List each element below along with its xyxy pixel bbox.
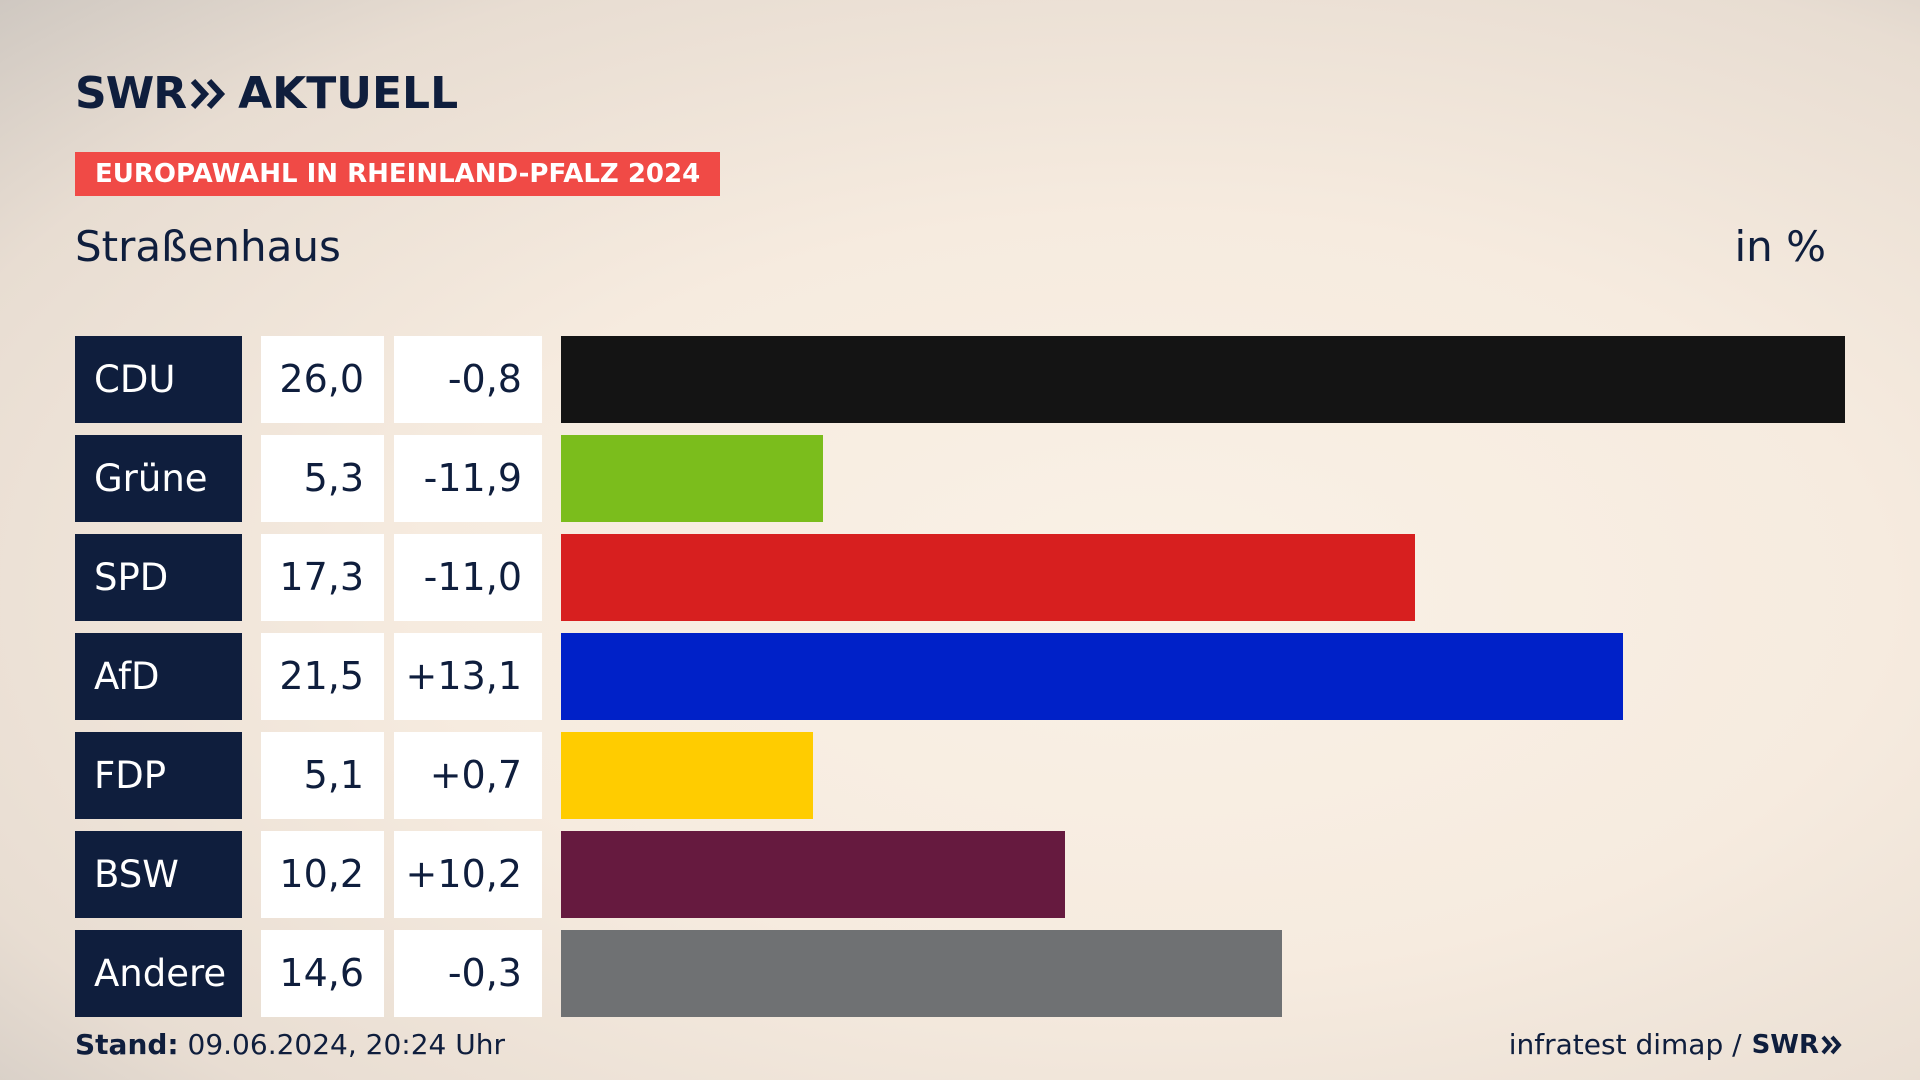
- bar-afd: [561, 633, 1623, 720]
- result-row: CDU 26,0 -0,8: [75, 336, 1845, 423]
- double-chevron-icon: [190, 78, 226, 109]
- bar-fdp: [561, 732, 813, 819]
- bar-grüne: [561, 435, 823, 522]
- party-label: BSW: [75, 831, 242, 918]
- vote-share-label: 21,5: [261, 633, 384, 720]
- change-label: +13,1: [394, 633, 542, 720]
- change-label: +10,2: [394, 831, 542, 918]
- source-brand: SWR: [1751, 1029, 1819, 1060]
- timestamp: Stand: 09.06.2024, 20:24 Uhr: [75, 1028, 505, 1061]
- party-label: FDP: [75, 732, 242, 819]
- change-label: -11,9: [394, 435, 542, 522]
- source-text: infratest dimap /: [1508, 1028, 1742, 1061]
- double-chevron-icon: [1821, 1035, 1842, 1054]
- result-row: AfD 21,5 +13,1: [75, 633, 1845, 720]
- change-label: -0,8: [394, 336, 542, 423]
- bar-andere: [561, 930, 1282, 1017]
- vote-share-label: 5,1: [261, 732, 384, 819]
- source-credit: infratest dimap / SWR: [1509, 1028, 1843, 1061]
- vote-share-label: 14,6: [261, 930, 384, 1017]
- result-row: FDP 5,1 +0,7: [75, 732, 1845, 819]
- stand-label: Stand:: [75, 1028, 179, 1061]
- result-row: Grüne 5,3 -11,9: [75, 435, 1845, 522]
- place-title: Straßenhaus: [75, 222, 341, 271]
- bar-bsw: [561, 831, 1065, 918]
- logo-aktuell-text: AKTUELL: [238, 68, 459, 119]
- result-row: BSW 10,2 +10,2: [75, 831, 1845, 918]
- bar-cdu: [561, 336, 1845, 423]
- vote-share-label: 10,2: [261, 831, 384, 918]
- change-label: -11,0: [394, 534, 542, 621]
- result-row: Andere 14,6 -0,3: [75, 930, 1845, 1017]
- change-label: +0,7: [394, 732, 542, 819]
- change-label: -0,3: [394, 930, 542, 1017]
- vote-share-label: 5,3: [261, 435, 384, 522]
- bar-spd: [561, 534, 1415, 621]
- unit-label: in %: [1734, 222, 1826, 271]
- vote-share-label: 26,0: [261, 336, 384, 423]
- logo-swr-text: SWR: [75, 68, 187, 119]
- party-label: CDU: [75, 336, 242, 423]
- party-label: Grüne: [75, 435, 242, 522]
- party-label: AfD: [75, 633, 242, 720]
- vote-share-label: 17,3: [261, 534, 384, 621]
- party-label: SPD: [75, 534, 242, 621]
- swr-aktuell-logo: SWR AKTUELL: [75, 68, 458, 119]
- party-label: Andere: [75, 930, 242, 1017]
- result-row: SPD 17,3 -11,0: [75, 534, 1845, 621]
- election-kicker: EUROPAWAHL IN RHEINLAND-PFALZ 2024: [75, 152, 721, 196]
- stand-value: 09.06.2024, 20:24 Uhr: [187, 1028, 505, 1061]
